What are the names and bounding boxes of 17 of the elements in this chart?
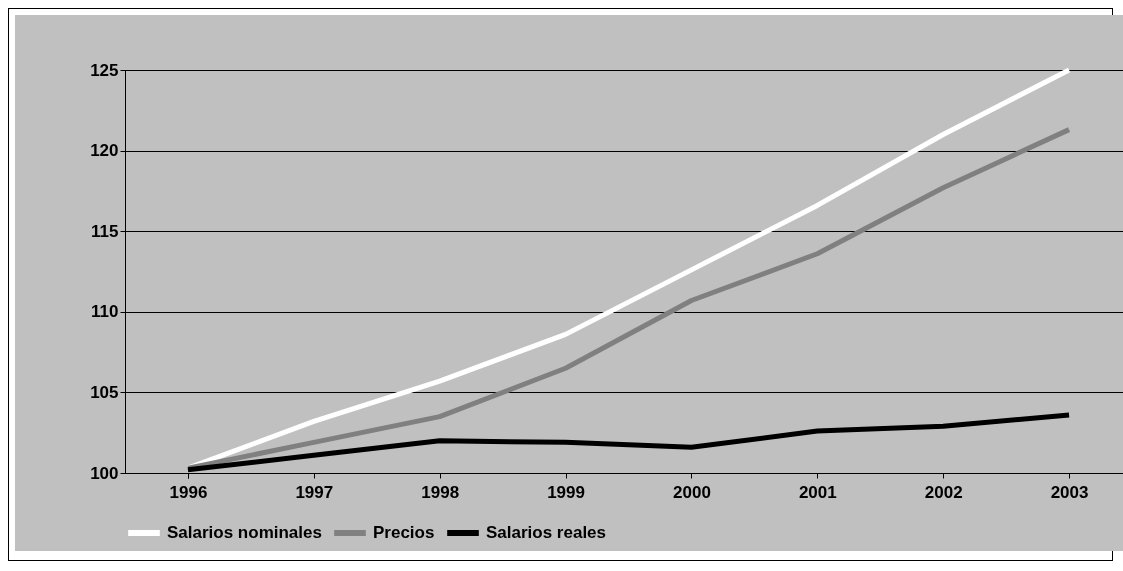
x-tick-label: 2001 (798, 482, 837, 502)
y-tick-label: 110 (91, 302, 119, 322)
y-tick-label: 105 (90, 382, 119, 402)
x-tick-label: 2003 (1050, 482, 1089, 502)
y-tick-label: 100 (90, 463, 119, 483)
x-tick-label: 2000 (673, 482, 711, 502)
legend-label: Precios (373, 523, 435, 542)
legend-label: Salarios reales (486, 523, 607, 542)
y-tick-label: 115 (91, 221, 119, 241)
legend-label: Salarios nominales (167, 523, 322, 542)
y-tick-label: 120 (90, 141, 119, 161)
x-tick-label: 2002 (924, 482, 963, 502)
x-tick-label: 1999 (547, 482, 585, 502)
x-tick-label: 1997 (295, 482, 334, 502)
x-tick-label: 1998 (421, 482, 460, 502)
y-tick-label: 125 (90, 60, 119, 80)
x-tick-label: 1996 (169, 482, 208, 502)
